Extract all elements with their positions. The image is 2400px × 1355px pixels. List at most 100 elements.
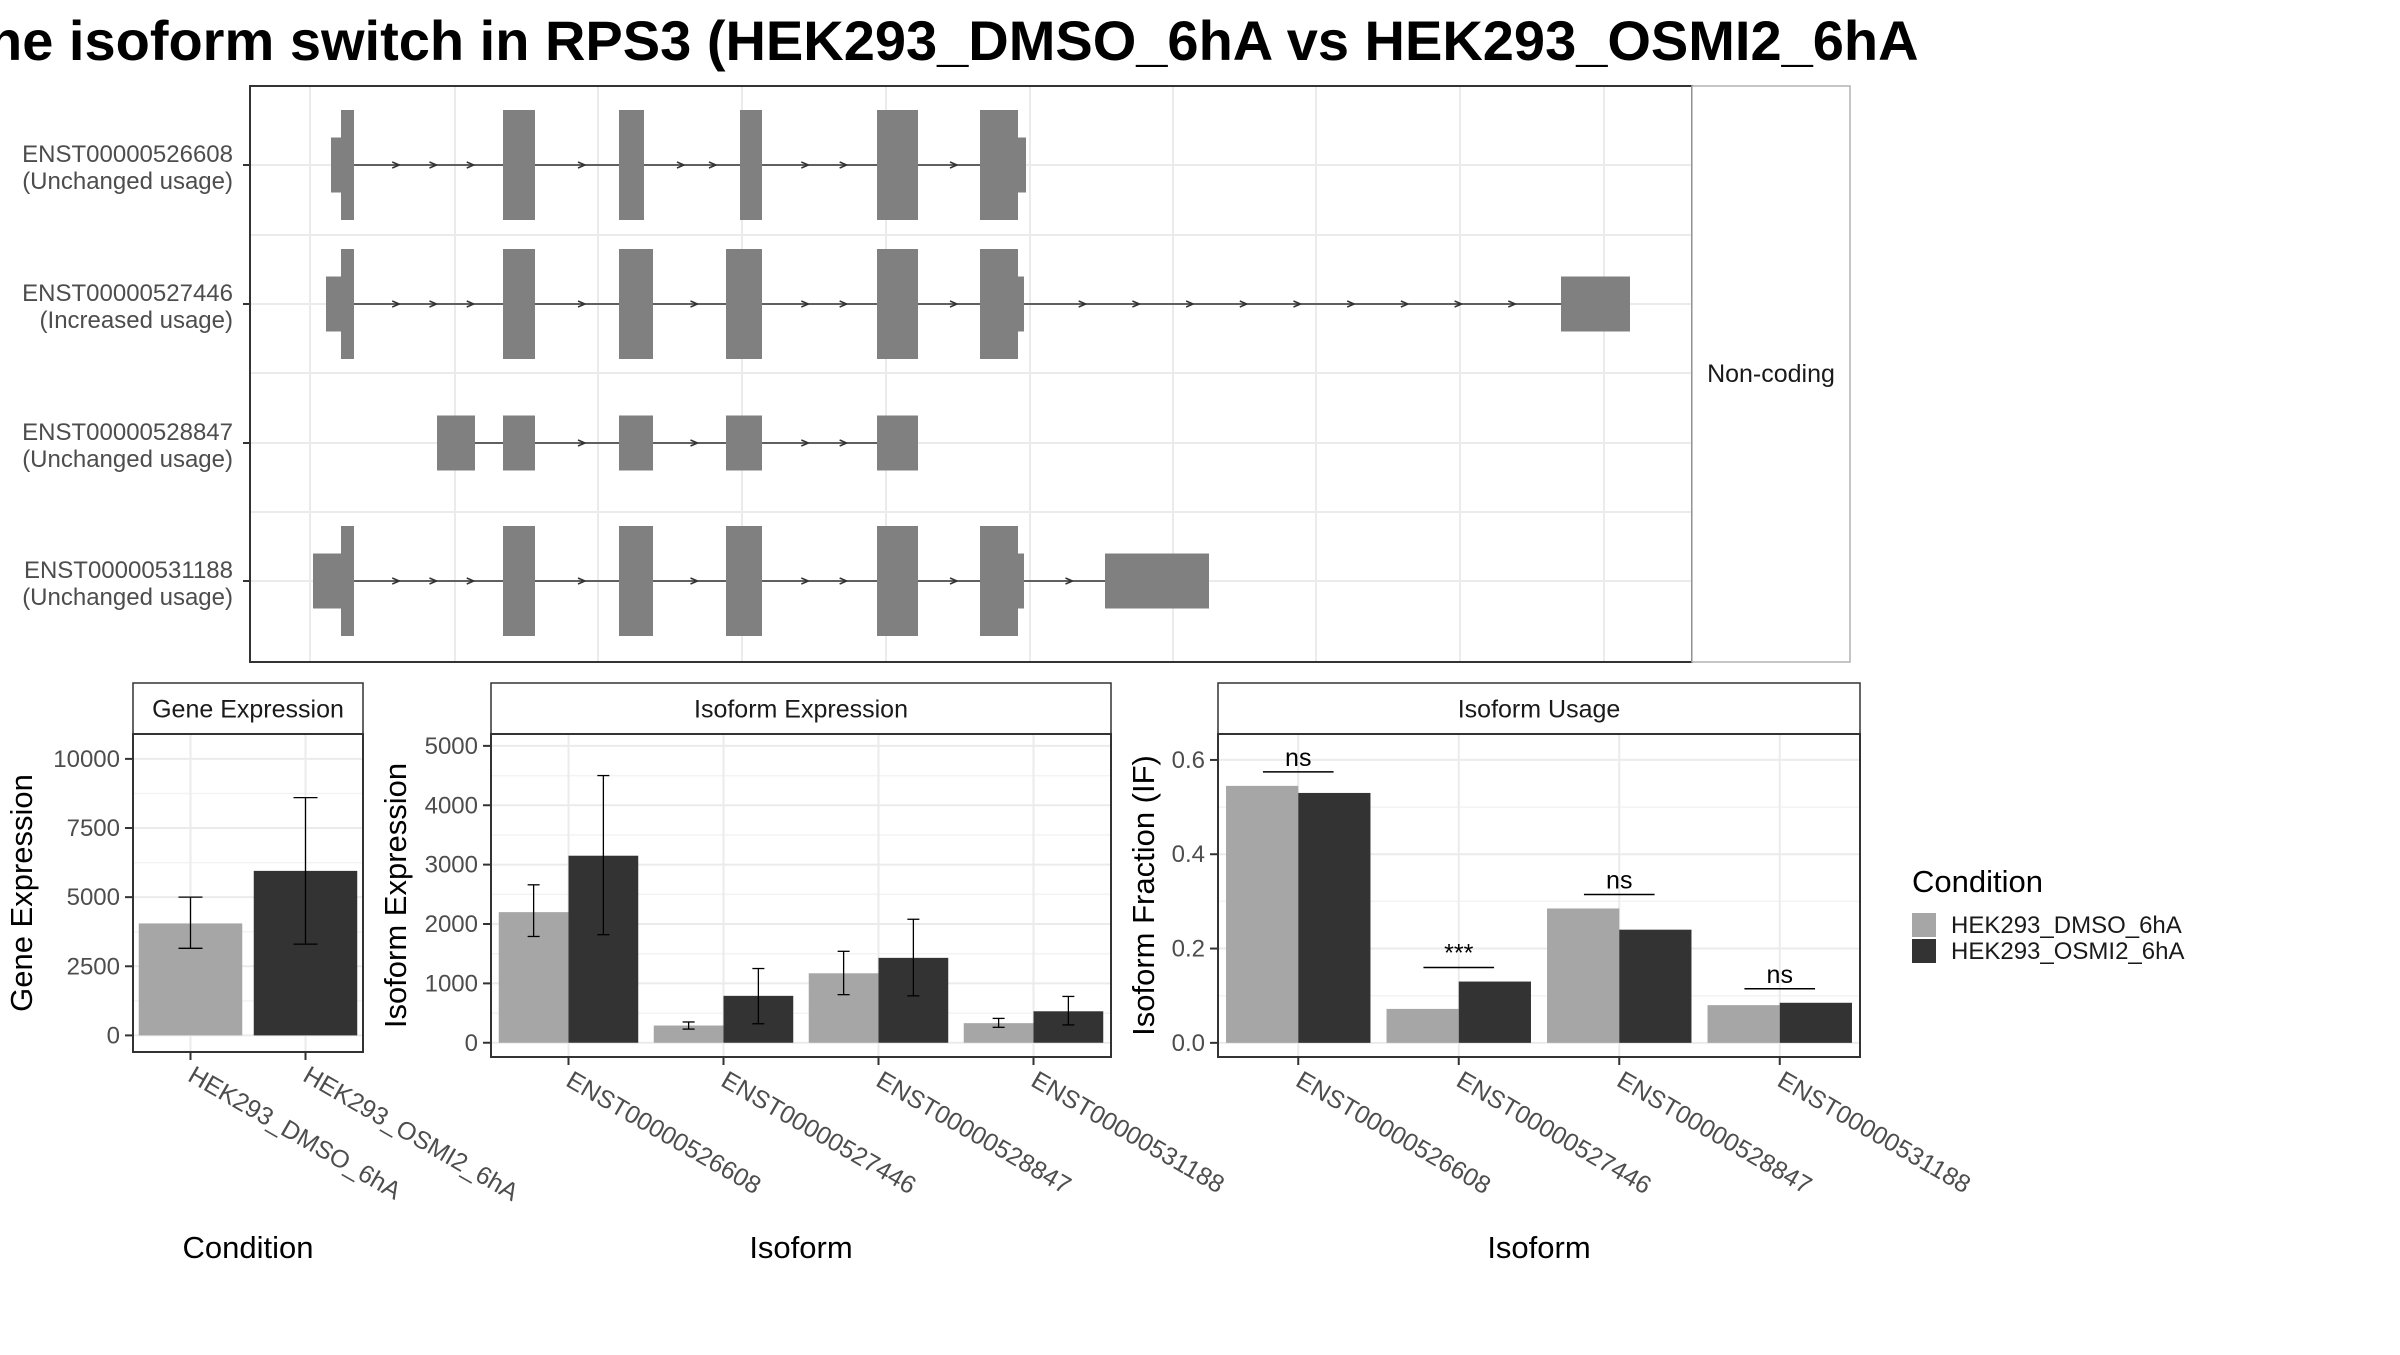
isoform-id-label: ENST00000526608 bbox=[22, 141, 233, 168]
exon-block bbox=[1105, 553, 1209, 609]
exon-block bbox=[619, 110, 644, 220]
exon-block bbox=[980, 249, 1018, 359]
x-axis-title: Isoform bbox=[749, 1230, 852, 1265]
panel-frame bbox=[490, 733, 1112, 1058]
intron-arrow bbox=[1293, 300, 1303, 308]
intron-arrow bbox=[391, 577, 402, 585]
facet-strip-label: Non-coding bbox=[1707, 360, 1835, 388]
intron-arrow bbox=[708, 161, 718, 169]
x-tick-label: HEK293_DMSO_6hA bbox=[184, 1061, 406, 1206]
x-axis-title: Isoform bbox=[1487, 1230, 1590, 1265]
intron-arrow bbox=[466, 300, 476, 308]
intron-arrow bbox=[690, 300, 700, 308]
y-tick-label: 0.0 bbox=[1172, 1030, 1205, 1057]
exon-block bbox=[1018, 137, 1026, 193]
panel-frame bbox=[132, 733, 364, 1053]
bar bbox=[653, 1025, 724, 1043]
intron-arrow bbox=[949, 577, 959, 585]
y-axis-title: Gene Expression bbox=[4, 774, 39, 1012]
intron-arrow bbox=[949, 300, 959, 308]
transcript-structure-panel: Non-coding ENST00000526608 (Unchanged usag… bbox=[22, 85, 1851, 663]
intron-arrow bbox=[577, 439, 587, 447]
exon-block bbox=[503, 415, 535, 471]
intron-arrow bbox=[466, 161, 476, 169]
y-tick-label: 2000 bbox=[425, 911, 478, 938]
exon-block bbox=[619, 526, 653, 636]
x-axis-title: Condition bbox=[183, 1230, 314, 1265]
intron-arrow bbox=[801, 300, 811, 308]
legend-item-label: HEK293_OSMI2_6hA bbox=[1951, 938, 2184, 965]
bar bbox=[1779, 1002, 1852, 1043]
exon-block bbox=[1018, 276, 1024, 332]
exon-block bbox=[331, 137, 341, 193]
exon-block bbox=[726, 249, 762, 359]
intron-arrow bbox=[839, 577, 849, 585]
y-tick-label: 0.2 bbox=[1172, 936, 1205, 963]
intron-arrow bbox=[577, 577, 587, 585]
intron-arrow bbox=[839, 439, 849, 447]
exon-block bbox=[341, 110, 354, 220]
y-tick-label: 5000 bbox=[67, 884, 120, 911]
bar bbox=[1547, 908, 1620, 1043]
exon-block bbox=[619, 415, 653, 471]
y-tick-label: 7500 bbox=[67, 815, 120, 842]
isoform-usage-label: (Unchanged usage) bbox=[22, 584, 233, 611]
significance-label: ns bbox=[1606, 866, 1632, 894]
legend-swatch bbox=[1912, 939, 1936, 963]
exon-block bbox=[740, 110, 762, 220]
legend-swatch bbox=[1912, 913, 1936, 937]
y-tick-label: 5000 bbox=[425, 733, 478, 760]
bar bbox=[1226, 785, 1299, 1043]
panel-strip bbox=[132, 682, 364, 735]
y-tick-label: 2500 bbox=[67, 953, 120, 980]
y-tick-label: 3000 bbox=[425, 852, 478, 879]
intron-arrow bbox=[949, 161, 959, 169]
intron-arrow bbox=[391, 300, 402, 308]
y-tick-label: 4000 bbox=[425, 792, 478, 819]
exon-block bbox=[313, 553, 341, 609]
panel-title: Isoform Expression bbox=[694, 696, 908, 724]
intron-arrow bbox=[429, 577, 439, 585]
exon-block bbox=[1561, 276, 1630, 332]
isoform-id-label: ENST00000527446 bbox=[22, 280, 233, 307]
legend-title: Condition bbox=[1912, 864, 2043, 899]
exon-block bbox=[877, 249, 918, 359]
intron-arrow bbox=[1346, 300, 1357, 308]
significance-label: *** bbox=[1444, 940, 1473, 968]
exon-block bbox=[726, 415, 762, 471]
isoform-id-label: ENST00000528847 bbox=[22, 419, 233, 446]
intron-arrow bbox=[577, 300, 587, 308]
intron-arrow bbox=[1239, 300, 1249, 308]
exon-block bbox=[877, 526, 918, 636]
intron-arrow bbox=[801, 161, 811, 169]
intron-arrow bbox=[1508, 300, 1518, 308]
intron-arrow bbox=[1078, 300, 1088, 308]
intron-arrow bbox=[690, 577, 700, 585]
intron-arrow bbox=[466, 577, 476, 585]
bar bbox=[1458, 981, 1531, 1043]
y-axis-title: Isoform Fraction (IF) bbox=[1126, 755, 1161, 1036]
intron-arrow bbox=[839, 161, 849, 169]
exon-block bbox=[437, 415, 475, 471]
y-tick-label: 1000 bbox=[425, 970, 478, 997]
facet-strip bbox=[1691, 85, 1851, 663]
x-tick-label: HEK293_OSMI2_6hA bbox=[299, 1061, 524, 1207]
bar bbox=[1298, 792, 1371, 1043]
intron-arrow bbox=[690, 439, 700, 447]
y-tick-label: 0 bbox=[465, 1030, 478, 1057]
bar bbox=[963, 1023, 1034, 1043]
bar bbox=[1707, 1005, 1780, 1043]
exon-block bbox=[980, 526, 1018, 636]
legend-item-label: HEK293_DMSO_6hA bbox=[1951, 912, 2182, 939]
exon-block bbox=[503, 249, 535, 359]
intron-arrow bbox=[1132, 300, 1142, 308]
significance-label: ns bbox=[1285, 744, 1311, 772]
y-tick-label: 0 bbox=[107, 1022, 120, 1049]
significance-label: ns bbox=[1767, 961, 1793, 989]
y-tick-label: 0.6 bbox=[1172, 747, 1205, 774]
exon-block bbox=[326, 276, 341, 332]
panel-title: Gene Expression bbox=[152, 696, 344, 724]
exon-block bbox=[877, 110, 918, 220]
